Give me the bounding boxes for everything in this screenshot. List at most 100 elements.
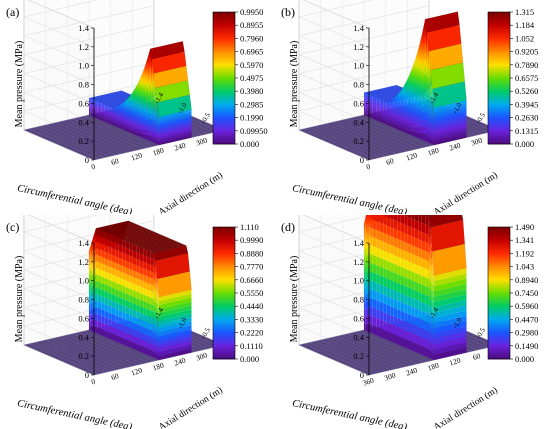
surface-side-patch	[383, 113, 385, 116]
surface-side-patch	[125, 319, 128, 327]
surface-side-patch	[103, 244, 105, 252]
surface-side-patch	[414, 316, 417, 327]
surface-side-patch	[378, 283, 380, 293]
surface-side-patch	[145, 95, 147, 103]
surface-side-patch	[406, 260, 408, 270]
surface-side-patch	[115, 282, 117, 290]
surface-side-patch	[103, 111, 105, 114]
colorbar: 0.99500.89550.79600.69650.59700.49750.39…	[212, 7, 268, 149]
surface-side-patch	[129, 262, 131, 270]
x-tick-label: 60	[110, 371, 120, 382]
surface-side-patch	[129, 281, 131, 290]
surface-side-patch	[153, 99, 156, 113]
surface-side-patch	[138, 305, 140, 313]
surface-side-patch	[143, 116, 145, 122]
surface-side-patch	[364, 316, 366, 324]
surface-side-patch	[120, 118, 123, 120]
surface-side-patch	[385, 233, 387, 244]
surface-side-patch	[99, 107, 102, 110]
surface-side-patch	[400, 107, 403, 111]
surface-side-patch	[99, 321, 102, 329]
surface-side-patch	[110, 112, 112, 115]
surface-side-patch	[383, 276, 385, 287]
surface-side-patch	[118, 120, 121, 123]
surface-side-patch	[425, 250, 427, 261]
surface-side-patch	[136, 278, 138, 286]
surface-side-patch	[383, 303, 385, 313]
surface-side-patch	[364, 266, 366, 278]
surface-side-patch	[113, 111, 116, 113]
surface-side-patch	[383, 241, 385, 252]
surface-side-patch	[392, 102, 394, 106]
surface-side-patch	[113, 307, 116, 316]
surface-side-patch	[122, 107, 124, 110]
surface-side-patch	[148, 135, 151, 142]
surface-side-patch	[383, 320, 385, 331]
surface-side-patch	[106, 115, 109, 117]
surface-side-patch	[104, 232, 107, 240]
surface-side-patch	[392, 245, 394, 255]
surface-side-patch	[148, 72, 151, 82]
surface-side-patch	[113, 120, 116, 122]
surface-side-patch	[127, 326, 130, 335]
surface-side-patch	[110, 325, 112, 334]
surface-side-patch	[406, 277, 408, 288]
surface-side-patch	[129, 111, 131, 115]
surface-side-patch	[110, 240, 112, 249]
surface-side-patch	[402, 267, 405, 278]
surface-side-patch	[104, 110, 107, 112]
surface-side-patch	[117, 296, 119, 304]
surface-side-patch	[96, 241, 98, 249]
surface-side-patch	[365, 254, 368, 267]
surface-side-patch	[139, 279, 142, 288]
surface-side-patch	[425, 64, 427, 81]
surface-side-patch	[379, 111, 382, 115]
surface-side-patch	[155, 126, 158, 134]
surface-side-patch	[122, 102, 124, 106]
surface-side-patch	[134, 271, 137, 279]
surface-side-patch	[395, 246, 398, 257]
surface-side-patch	[392, 120, 394, 123]
surface-side-patch	[139, 114, 142, 119]
surface-side-patch	[122, 285, 124, 293]
surface-side-patch	[413, 131, 415, 137]
surface-side-patch	[132, 289, 135, 298]
surface-side-patch	[153, 125, 156, 134]
surface-side-patch	[148, 257, 151, 265]
surface-side-patch	[96, 326, 98, 334]
z-axis-label: Mean pressure (MPa)	[14, 256, 25, 343]
surface-side-patch	[143, 261, 145, 269]
surface-side-patch	[143, 327, 145, 335]
surface-side-patch	[131, 97, 133, 102]
surface-side-patch	[106, 113, 109, 115]
surface-side-patch	[104, 277, 107, 286]
surface-side-patch	[425, 118, 427, 129]
surface-side-patch	[376, 326, 378, 336]
surface-side-patch	[134, 336, 137, 344]
surface-side-patch	[427, 80, 429, 98]
surface-side-patch	[157, 133, 159, 140]
surface-side-patch	[153, 112, 156, 123]
surface-side-patch	[430, 79, 433, 100]
surface-side-patch	[157, 136, 159, 142]
surface-side-patch	[399, 230, 401, 241]
surface-side-patch	[379, 240, 382, 250]
surface-side-patch	[90, 108, 93, 111]
surface-side-patch	[432, 278, 434, 303]
surface-side-patch	[385, 108, 387, 111]
surface-side-patch	[106, 285, 109, 293]
surface-side-patch	[427, 304, 429, 314]
surface-side-patch	[425, 233, 427, 243]
surface-side-patch	[400, 222, 403, 233]
surface-side-patch	[125, 109, 128, 112]
surface-side-patch	[400, 310, 403, 321]
surface-side-patch	[152, 90, 154, 104]
surface-side-patch	[413, 298, 415, 308]
surface-side-patch	[132, 95, 135, 101]
surface-side-patch	[145, 85, 147, 94]
surface-side-patch	[143, 93, 145, 101]
surface-side-patch	[378, 265, 380, 276]
surface-side-patch	[418, 91, 420, 100]
surface-side-patch	[153, 279, 156, 292]
surface-side-patch	[432, 312, 434, 329]
